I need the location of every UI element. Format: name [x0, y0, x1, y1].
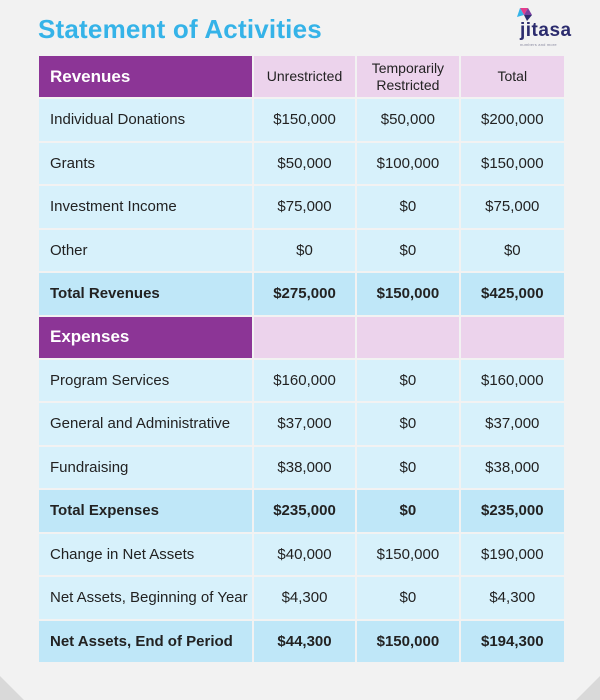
cell-temporarily-restricted: $50,000: [357, 99, 459, 141]
column-header-total: Total: [460, 56, 564, 97]
column-header-unrestricted: Unrestricted: [253, 56, 356, 97]
net-assets-beginning-row: Net Assets, Beginning of Year $4,300 $0 …: [39, 577, 564, 619]
column-header-temporarily-restricted: Temporarily Restricted: [357, 56, 459, 97]
cell-temporarily-restricted: $0: [357, 186, 459, 228]
cell-unrestricted: $40,000: [253, 533, 356, 575]
cell-unrestricted: $160,000: [253, 359, 356, 401]
cell-total: $0: [460, 229, 564, 271]
net-assets-end-row: Net Assets, End of Period $44,300 $150,0…: [39, 620, 564, 662]
cell-temporarily-restricted: $0: [357, 359, 459, 401]
expenses-heading: Expenses: [39, 316, 252, 358]
expenses-header-row: Expenses: [39, 316, 564, 358]
logo-wordmark: jitasa: [520, 20, 572, 41]
cell-unrestricted: $50,000: [253, 142, 356, 184]
table-row: Other $0 $0 $0: [39, 229, 564, 271]
row-label: Total Revenues: [39, 273, 252, 315]
row-label: Other: [39, 229, 252, 271]
table-row: Fundraising $38,000 $0 $38,000: [39, 446, 564, 488]
row-label: Investment Income: [39, 186, 252, 228]
cell-unrestricted: $44,300: [253, 620, 356, 662]
row-label: Net Assets, End of Period: [39, 620, 252, 662]
statement-table: Revenues Unrestricted Temporarily Restri…: [37, 54, 566, 664]
cell-total: $235,000: [460, 490, 564, 532]
cell-total: $194,300: [460, 620, 564, 662]
table-row: General and Administrative $37,000 $0 $3…: [39, 403, 564, 445]
row-label: Net Assets, Beginning of Year: [39, 577, 252, 619]
cell-temporarily-restricted: $150,000: [357, 533, 459, 575]
cell-total: $190,000: [460, 533, 564, 575]
cell-temporarily-restricted: $150,000: [357, 273, 459, 315]
cell-temporarily-restricted: $100,000: [357, 142, 459, 184]
cell-total: $150,000: [460, 142, 564, 184]
logo-tagline: numbers and more: [520, 42, 557, 47]
cell-temporarily-restricted: $0: [357, 577, 459, 619]
cell-temporarily-restricted: $0: [357, 490, 459, 532]
table-row: Individual Donations $150,000 $50,000 $2…: [39, 99, 564, 141]
table-row: Program Services $160,000 $0 $160,000: [39, 359, 564, 401]
cell-unrestricted: $38,000: [253, 446, 356, 488]
revenues-header-row: Revenues Unrestricted Temporarily Restri…: [39, 56, 564, 97]
cell-total: $37,000: [460, 403, 564, 445]
cell-unrestricted: $75,000: [253, 186, 356, 228]
cell-unrestricted: $37,000: [253, 403, 356, 445]
cell-total: $4,300: [460, 577, 564, 619]
corner-decoration-right: [576, 676, 600, 700]
cell-total: $75,000: [460, 186, 564, 228]
cell-total: $160,000: [460, 359, 564, 401]
logo-mark-icon: [517, 8, 532, 21]
cell-unrestricted: $150,000: [253, 99, 356, 141]
row-label: General and Administrative: [39, 403, 252, 445]
corner-decoration-left: [0, 676, 24, 700]
row-label: Total Expenses: [39, 490, 252, 532]
revenues-heading: Revenues: [39, 56, 252, 97]
row-label: Individual Donations: [39, 99, 252, 141]
cell-temporarily-restricted: $0: [357, 446, 459, 488]
table-row: Investment Income $75,000 $0 $75,000: [39, 186, 564, 228]
total-revenues-row: Total Revenues $275,000 $150,000 $425,00…: [39, 273, 564, 315]
cell-total: $200,000: [460, 99, 564, 141]
cell-unrestricted: $275,000: [253, 273, 356, 315]
change-in-net-assets-row: Change in Net Assets $40,000 $150,000 $1…: [39, 533, 564, 575]
jitasa-logo: jitasa numbers and more: [512, 6, 572, 50]
header-blank-cell: [460, 316, 564, 358]
cell-unrestricted: $0: [253, 229, 356, 271]
page-title: Statement of Activities: [38, 14, 322, 44]
cell-temporarily-restricted: $0: [357, 229, 459, 271]
header-blank-cell: [357, 316, 459, 358]
cell-unrestricted: $4,300: [253, 577, 356, 619]
cell-unrestricted: $235,000: [253, 490, 356, 532]
total-expenses-row: Total Expenses $235,000 $0 $235,000: [39, 490, 564, 532]
row-label: Fundraising: [39, 446, 252, 488]
header-blank-cell: [253, 316, 356, 358]
row-label: Grants: [39, 142, 252, 184]
table-row: Grants $50,000 $100,000 $150,000: [39, 142, 564, 184]
cell-total: $425,000: [460, 273, 564, 315]
row-label: Program Services: [39, 359, 252, 401]
cell-temporarily-restricted: $150,000: [357, 620, 459, 662]
cell-total: $38,000: [460, 446, 564, 488]
cell-temporarily-restricted: $0: [357, 403, 459, 445]
row-label: Change in Net Assets: [39, 533, 252, 575]
